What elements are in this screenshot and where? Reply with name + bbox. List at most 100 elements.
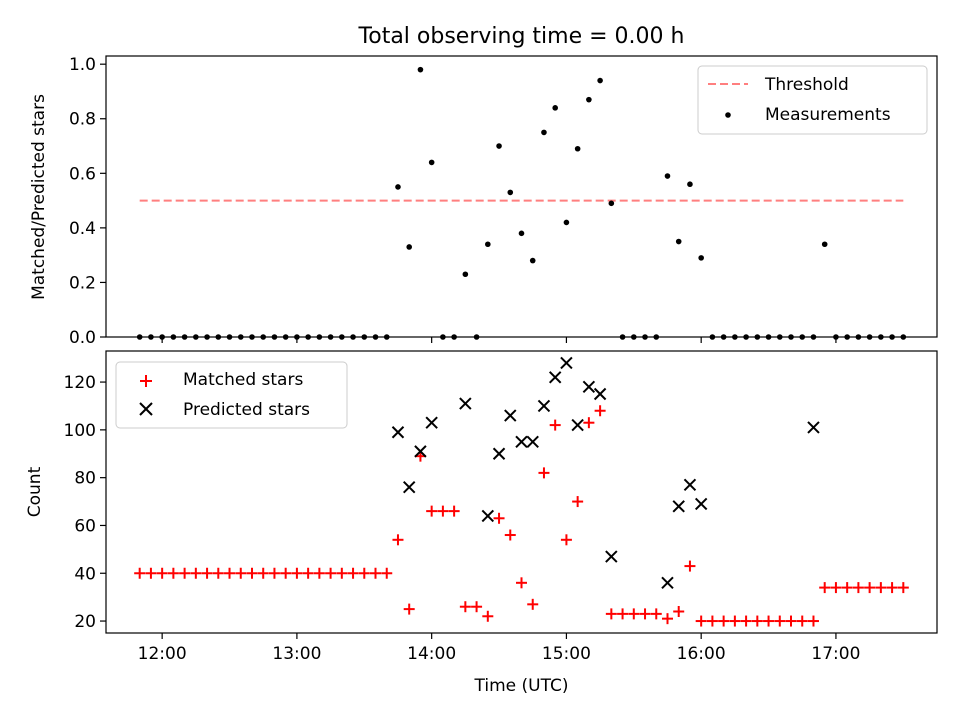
predicted-star-marker xyxy=(694,497,708,511)
matched-star-marker xyxy=(594,405,606,417)
matched-star-marker xyxy=(190,567,202,579)
predicted-star-marker xyxy=(391,426,405,439)
matched-legend-label: Matched stars xyxy=(183,370,303,390)
bottom-y-tick-label: 60 xyxy=(74,516,96,536)
predicted-star-marker xyxy=(459,397,472,410)
matched-star-marker xyxy=(516,577,527,589)
measurement-point xyxy=(608,200,615,207)
measurement-point xyxy=(698,255,704,261)
bottom-x-tick-label: 17:00 xyxy=(811,644,860,664)
matched-star-marker xyxy=(336,567,348,579)
matched-star-marker xyxy=(729,615,741,627)
matched-star-marker xyxy=(313,567,325,579)
matched-star-marker xyxy=(471,601,483,613)
matched-star-marker xyxy=(875,582,887,594)
predicted-star-marker xyxy=(548,371,562,384)
predicted-star-marker xyxy=(481,509,495,523)
bottom-x-tick-label: 12:00 xyxy=(138,644,187,664)
top-y-tick-label: 0.6 xyxy=(69,164,96,184)
matched-star-marker xyxy=(448,505,460,517)
matched-star-marker xyxy=(145,567,157,579)
matched-star-marker xyxy=(560,534,572,546)
matched-star-marker xyxy=(325,567,337,579)
bottom-x-tick-label: 16:00 xyxy=(677,644,726,664)
top-legend-frame xyxy=(697,65,928,135)
matched-star-marker xyxy=(212,567,224,579)
measurement-point xyxy=(395,184,401,190)
predicted-star-marker xyxy=(582,380,596,394)
matched-star-marker xyxy=(347,567,359,579)
matched-star-marker xyxy=(684,560,696,572)
matched-star-marker xyxy=(852,582,864,594)
matched-star-marker xyxy=(381,567,393,579)
matched-star-marker xyxy=(886,582,898,594)
matched-star-marker xyxy=(459,601,471,613)
matched-star-marker xyxy=(167,567,179,579)
matched-star-marker xyxy=(628,608,640,620)
matched-star-marker xyxy=(864,582,876,594)
bottom-plot-ylabel: Count xyxy=(25,466,45,517)
matched-star-marker xyxy=(235,567,247,579)
matched-star-marker xyxy=(246,567,258,579)
matched-star-marker xyxy=(617,608,629,620)
matched-star-marker xyxy=(504,529,516,541)
matched-star-marker xyxy=(392,534,404,546)
matched-star-marker xyxy=(639,608,651,620)
bottom-legend-frame xyxy=(115,361,348,429)
top-legend: Threshold Measurements xyxy=(697,65,928,135)
top-plot-ylabel: Matched/Predicted stars xyxy=(29,94,49,300)
predicted-star-marker xyxy=(402,481,416,494)
measurement-point xyxy=(552,105,558,111)
top-plot-frame xyxy=(105,55,938,338)
matched-star-marker xyxy=(763,615,775,627)
matched-star-marker xyxy=(426,505,438,517)
predicted-star-marker xyxy=(807,421,820,434)
measurements-legend-swatch xyxy=(725,112,731,118)
measurement-point xyxy=(485,241,491,248)
predicted-legend-swatch xyxy=(139,402,153,416)
bottom-y-tick-label: 80 xyxy=(74,469,96,489)
matched-star-marker xyxy=(280,567,292,579)
matched-star-marker xyxy=(370,567,382,579)
predicted-star-marker xyxy=(537,399,551,413)
predicted-star-marker xyxy=(571,418,584,432)
measurement-point xyxy=(417,66,424,73)
top-y-tick-label: 0.8 xyxy=(69,110,96,130)
matched-star-marker xyxy=(549,419,561,431)
measurement-point xyxy=(675,238,682,245)
matched-star-marker xyxy=(796,615,808,627)
top-y-tick-label: 1.0 xyxy=(69,55,96,75)
matched-star-marker xyxy=(572,496,584,508)
measurement-point xyxy=(586,96,592,103)
bottom-legend: Matched stars Predicted stars xyxy=(115,361,348,429)
matched-star-marker xyxy=(695,615,707,627)
matched-star-marker xyxy=(156,567,168,579)
matched-star-marker xyxy=(650,608,662,620)
predicted-legend-label: Predicted stars xyxy=(183,400,310,420)
bottom-y-tick-label: 100 xyxy=(64,421,96,441)
matched-star-marker xyxy=(538,467,550,479)
predicted-star-marker xyxy=(683,478,697,492)
threshold-legend-label: Threshold xyxy=(764,75,849,95)
measurement-point xyxy=(529,257,536,264)
measurement-point xyxy=(518,230,525,237)
matched-star-marker xyxy=(673,605,685,617)
predicted-star-marker xyxy=(605,550,618,563)
bottom-y-tick-label: 20 xyxy=(74,612,96,632)
matched-star-marker xyxy=(482,610,494,622)
bottom-y-tick-label: 40 xyxy=(74,564,96,584)
bottom-x-tick-label: 15:00 xyxy=(542,644,591,664)
matched-star-marker xyxy=(268,567,280,579)
matched-legend-swatch xyxy=(140,375,152,387)
predicted-star-marker xyxy=(414,445,427,458)
matched-star-marker xyxy=(897,582,909,594)
measurement-point xyxy=(496,143,502,149)
measurement-point xyxy=(597,77,603,84)
matched-star-marker xyxy=(437,505,449,517)
predicted-star-marker xyxy=(560,356,573,370)
measurement-point xyxy=(541,129,547,136)
bottom-plot-frame xyxy=(105,350,938,634)
top-plot-title: Total observing time = 0.00 h xyxy=(358,24,685,49)
measurement-point xyxy=(821,241,828,248)
matched-star-marker xyxy=(807,615,819,627)
